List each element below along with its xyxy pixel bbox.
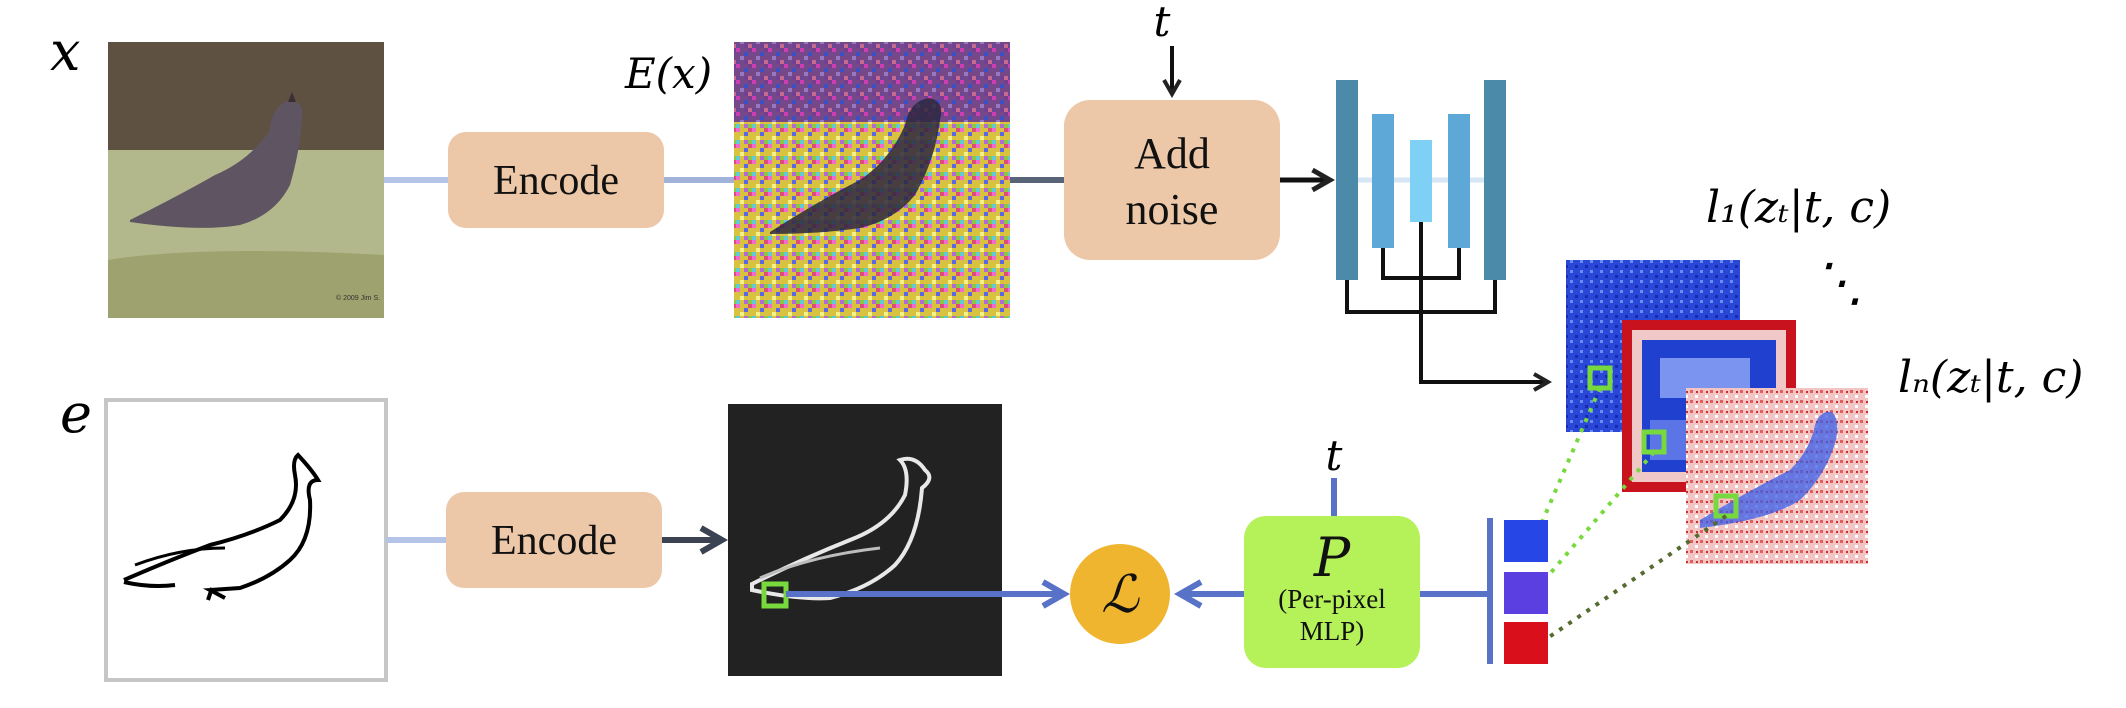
loss-node xyxy=(1070,544,1170,644)
timestep-label-bottom: t xyxy=(1326,431,1343,480)
edge-variable-label: e xyxy=(60,382,92,445)
add-noise-block xyxy=(1064,100,1280,260)
pixel-link-3 xyxy=(1534,514,1728,648)
timestep-label-top: t xyxy=(1154,0,1171,46)
mlp-block xyxy=(1244,516,1420,668)
unet-feature-tap xyxy=(1419,222,1553,392)
input-photo: © 2009 Jim S. xyxy=(108,42,384,318)
latent-label: E(x) xyxy=(624,49,712,98)
edge-sketch-image xyxy=(104,398,388,682)
feature-map-3 xyxy=(1686,388,1868,564)
feature-label-ellipsis: ⋱ xyxy=(1812,253,1864,313)
pixel-link-1 xyxy=(1534,387,1602,537)
add-noise-line2: noise xyxy=(1126,185,1219,234)
edge-latent-image xyxy=(728,404,1002,676)
encode-block-top-label: Encode xyxy=(493,158,619,204)
feature-label-first: l₁(zₜ|t, c) xyxy=(1706,182,1891,233)
mlp-label-line1: (Per-pixel xyxy=(1278,584,1385,614)
bird-silhouette xyxy=(130,100,303,228)
add-noise-line1: Add xyxy=(1134,129,1210,178)
noisy-latent-image xyxy=(734,42,1010,318)
pixel-feature-vector xyxy=(1487,518,1548,664)
loss-symbol: ℒ xyxy=(1101,565,1140,625)
encode-block-top xyxy=(448,132,664,228)
pixel-link-2 xyxy=(1534,450,1656,592)
encode-block-bottom-label: Encode xyxy=(491,518,617,564)
image-variable-label: x xyxy=(50,20,80,83)
mlp-label-line2: MLP) xyxy=(1300,616,1365,646)
encode-block-bottom xyxy=(446,492,662,588)
unet-denoiser xyxy=(1336,80,1553,392)
mlp-symbol: P xyxy=(1313,526,1352,589)
feature-label-last: lₙ(zₜ|t, c) xyxy=(1898,352,2083,403)
photo-credit: © 2009 Jim S. xyxy=(336,294,380,302)
